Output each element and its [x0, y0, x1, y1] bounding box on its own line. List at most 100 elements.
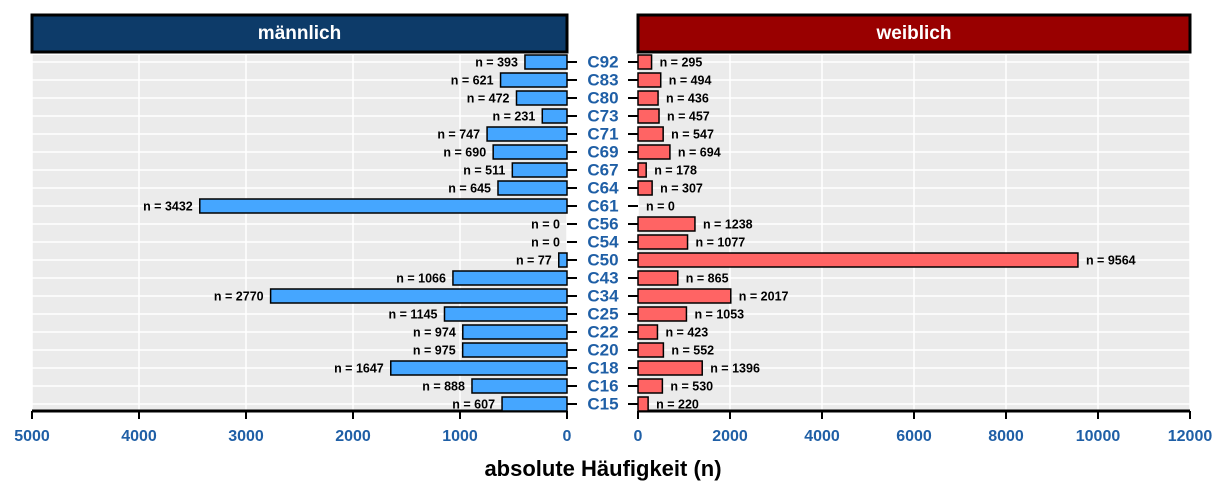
value-label: n = 690	[443, 145, 486, 159]
bar	[524, 54, 568, 70]
category-label: C20	[587, 340, 618, 359]
value-label: n = 547	[671, 127, 714, 141]
bar	[443, 306, 568, 322]
category-label: C61	[587, 196, 618, 215]
value-label: n = 552	[671, 343, 714, 357]
value-label: n = 694	[678, 145, 721, 159]
x-tick-label: 5000	[14, 428, 50, 445]
value-label: n = 975	[413, 343, 456, 357]
bar	[452, 270, 568, 286]
bar	[637, 378, 664, 394]
bar	[471, 378, 568, 394]
x-tick-label: 4000	[121, 428, 157, 445]
bar	[637, 252, 1079, 268]
x-tick-label: 8000	[988, 428, 1024, 445]
value-label: n = 888	[422, 379, 465, 393]
value-label: n = 2770	[214, 289, 264, 303]
panel-title: weiblich	[876, 23, 952, 44]
category-label: C22	[587, 322, 618, 341]
bar	[461, 342, 568, 358]
value-label: n = 530	[670, 379, 713, 393]
category-label: C67	[587, 160, 618, 179]
value-label: n = 436	[666, 91, 709, 105]
bar	[558, 252, 568, 268]
category-label: C50	[587, 250, 618, 269]
value-label: n = 0	[531, 217, 560, 231]
panel-header	[30, 13, 569, 54]
x-tick-label: 3000	[228, 428, 264, 445]
x-tick-label: 6000	[896, 428, 932, 445]
value-label: n = 1053	[694, 307, 744, 321]
value-label: n = 307	[660, 181, 703, 195]
bar	[497, 180, 568, 196]
bar	[637, 360, 703, 376]
bar	[501, 396, 568, 412]
bar	[637, 72, 662, 88]
bar	[637, 234, 689, 250]
value-label: n = 0	[531, 235, 560, 249]
value-label: n = 423	[665, 325, 708, 339]
bar	[637, 54, 653, 70]
x-tick-label: 2000	[335, 428, 371, 445]
value-label: n = 747	[437, 127, 480, 141]
bar	[637, 306, 688, 322]
category-label: C56	[587, 214, 618, 233]
value-label: n = 457	[667, 109, 710, 123]
bar	[637, 90, 659, 106]
category-label: C92	[587, 52, 618, 71]
bar	[462, 324, 568, 340]
value-label: n = 621	[451, 73, 494, 87]
bar	[637, 324, 659, 340]
value-label: n = 231	[493, 109, 536, 123]
value-label: n = 607	[452, 397, 495, 411]
x-tick-label: 2000	[712, 428, 748, 445]
x-tick-label: 12000	[1168, 428, 1213, 445]
category-label: C18	[587, 358, 618, 377]
bar	[637, 216, 696, 232]
bar	[637, 108, 660, 124]
value-label: n = 2017	[739, 289, 789, 303]
value-label: n = 494	[669, 73, 712, 87]
bar	[637, 342, 665, 358]
bar	[637, 396, 649, 412]
bar	[499, 72, 568, 88]
bar	[199, 198, 568, 214]
value-label: n = 645	[448, 181, 491, 195]
value-label: n = 9564	[1086, 253, 1136, 267]
value-label: n = 1077	[696, 235, 746, 249]
bar	[492, 144, 568, 160]
value-label: n = 1647	[334, 361, 384, 375]
category-label: C25	[587, 304, 618, 323]
x-tick-label: 10000	[1076, 428, 1121, 445]
category-label: C15	[587, 394, 618, 413]
bar	[637, 144, 671, 160]
bar	[511, 162, 568, 178]
bar	[390, 360, 568, 376]
category-label: C80	[587, 88, 618, 107]
panel-header	[636, 13, 1192, 54]
value-label: n = 974	[413, 325, 456, 339]
bar	[637, 180, 653, 196]
x-tick-label: 0	[634, 428, 643, 445]
category-label: C16	[587, 376, 618, 395]
category-label: C69	[587, 142, 618, 161]
bar	[515, 90, 568, 106]
bar	[269, 288, 568, 304]
x-tick-label: 4000	[804, 428, 840, 445]
category-label: C34	[587, 286, 619, 305]
value-label: n = 1066	[396, 271, 446, 285]
value-label: n = 0	[646, 199, 675, 213]
category-label: C71	[587, 124, 618, 143]
value-label: n = 1145	[388, 307, 437, 321]
value-label: n = 220	[656, 397, 699, 411]
bar	[637, 162, 647, 178]
x-tick-label: 1000	[442, 428, 478, 445]
bar	[637, 126, 664, 142]
bar	[541, 108, 568, 124]
bar	[637, 270, 679, 286]
panel-title: männlich	[258, 23, 341, 44]
value-label: n = 393	[475, 55, 518, 69]
category-label: C43	[587, 268, 618, 287]
value-label: n = 295	[660, 55, 703, 69]
